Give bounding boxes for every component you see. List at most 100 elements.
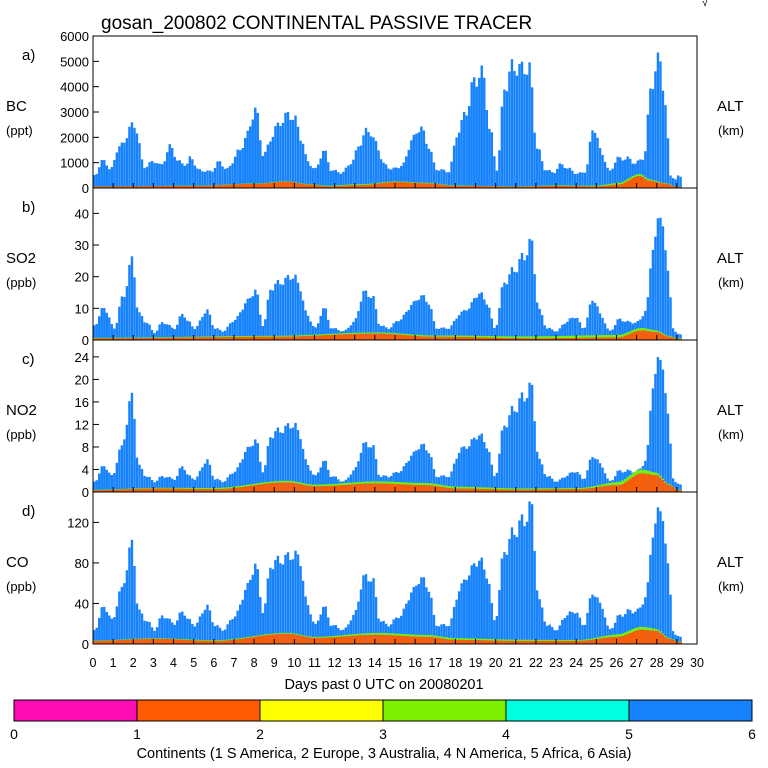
namerica-bar <box>256 483 259 485</box>
x-tick-label: 29 <box>670 656 684 670</box>
asia-bar <box>488 451 491 492</box>
europe-bar <box>145 186 149 188</box>
europe-bar <box>347 484 350 492</box>
namerica-bar <box>558 488 561 490</box>
europe-bar <box>440 184 443 188</box>
colorbar-segment <box>136 699 261 722</box>
europe-bar <box>354 185 358 188</box>
europe-bar <box>629 633 632 644</box>
namerica-bar <box>415 482 418 486</box>
asia-bar <box>556 630 559 644</box>
europe-bar <box>211 185 214 188</box>
asia-bar <box>208 464 212 492</box>
europe-bar <box>279 336 282 340</box>
europe-bar <box>676 490 680 492</box>
namerica-bar <box>435 335 438 337</box>
asia-bar <box>223 481 227 492</box>
europe-bar <box>530 640 534 644</box>
europe-bar <box>359 185 363 188</box>
namerica-bar <box>573 639 577 641</box>
asia-bar <box>618 157 622 188</box>
namerica-bar <box>679 641 682 642</box>
namerica-bar <box>115 639 119 641</box>
europe-bar <box>387 483 390 492</box>
asia-bar <box>103 606 106 644</box>
namerica-bar <box>337 635 340 637</box>
namerica-bar <box>304 183 307 185</box>
asia-bar <box>654 373 657 492</box>
europe-bar <box>291 634 295 644</box>
asia-bar <box>669 594 672 644</box>
namerica-bar <box>540 336 544 339</box>
europe-bar <box>143 488 146 492</box>
europe-bar <box>249 183 252 188</box>
namerica-bar <box>571 335 574 339</box>
namerica-bar <box>347 184 350 186</box>
y-tick-label: 0 <box>82 637 89 652</box>
asia-bar <box>556 168 559 188</box>
europe-bar <box>244 184 247 188</box>
asia-bar <box>271 438 275 492</box>
europe-bar <box>412 485 416 492</box>
asia-bar <box>367 447 370 492</box>
namerica-bar <box>641 469 645 474</box>
europe-bar <box>198 489 202 492</box>
europe-bar <box>125 639 129 644</box>
namerica-bar <box>349 482 353 485</box>
asia-bar <box>203 609 207 644</box>
asia-bar <box>133 277 136 340</box>
namerica-bar <box>483 487 486 490</box>
namerica-bar <box>417 482 421 486</box>
namerica-bar <box>246 637 249 638</box>
x-tick-label: 9 <box>271 656 278 670</box>
asia-bar <box>334 169 337 188</box>
namerica-bar <box>520 488 524 490</box>
namerica-bar <box>120 337 124 339</box>
europe-bar <box>160 337 164 340</box>
namerica-bar <box>329 185 332 187</box>
europe-bar <box>455 336 458 340</box>
europe-bar <box>400 334 403 340</box>
asia-bar <box>301 580 305 644</box>
europe-bar <box>664 183 667 188</box>
asia-bar <box>460 583 463 644</box>
europe-bar <box>125 489 129 492</box>
asia-bar <box>98 316 101 340</box>
namerica-bar <box>364 481 368 484</box>
europe-bar <box>233 184 237 188</box>
namerica-bar <box>543 488 546 490</box>
europe-bar <box>603 185 607 188</box>
europe-bar <box>437 184 441 188</box>
namerica-bar <box>591 486 594 488</box>
namerica-bar <box>163 638 166 640</box>
namerica-bar <box>316 484 320 487</box>
asia-bar <box>311 621 315 644</box>
namerica-bar <box>153 487 156 489</box>
namerica-bar <box>115 337 119 339</box>
asia-bar <box>616 615 619 644</box>
europe-bar <box>118 489 121 492</box>
namerica-bar <box>332 483 335 486</box>
europe-bar <box>244 486 247 492</box>
europe-bar <box>176 337 179 340</box>
namerica-bar <box>523 639 526 641</box>
asia-bar <box>457 452 461 492</box>
europe-bar <box>654 181 657 188</box>
europe-bar <box>98 186 101 188</box>
europe-bar <box>269 483 272 492</box>
asia-bar <box>405 156 408 188</box>
europe-bar <box>364 483 368 492</box>
europe-bar <box>603 486 607 492</box>
asia-bar <box>535 148 539 188</box>
namerica-bar <box>450 637 453 640</box>
asia-bar <box>286 423 290 492</box>
asia-bar <box>576 471 579 492</box>
namerica-bar <box>558 336 561 339</box>
namerica-bar <box>465 486 468 489</box>
europe-bar <box>165 186 169 188</box>
europe-bar <box>342 636 345 644</box>
europe-bar <box>314 335 317 340</box>
europe-bar <box>671 486 675 492</box>
asia-bar <box>364 442 368 492</box>
asia-bar <box>379 159 383 188</box>
